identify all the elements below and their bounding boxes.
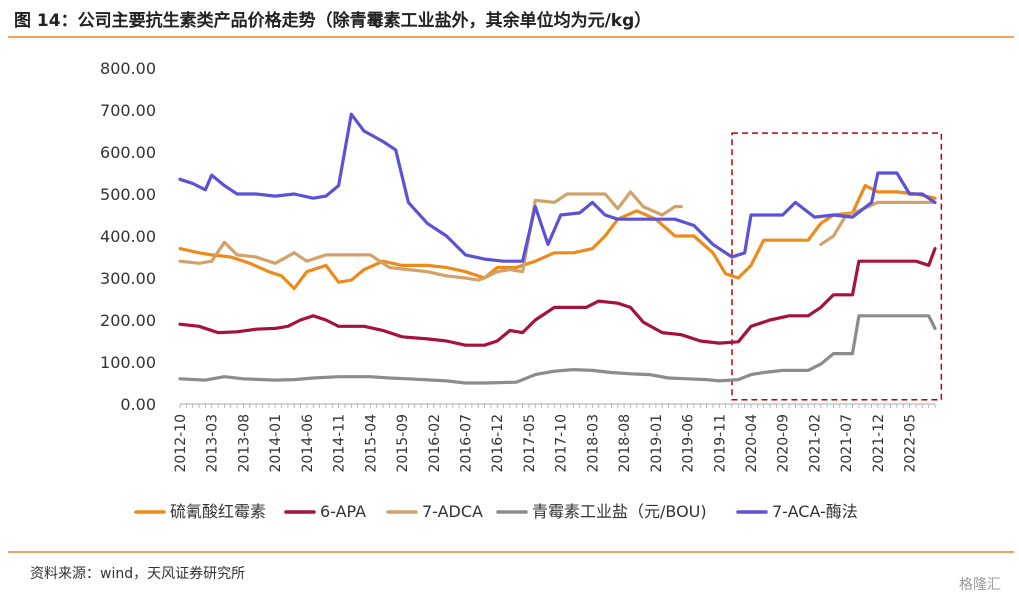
x-tick-label: 2017-05 [522,414,538,473]
y-tick-label: 200.00 [100,311,156,330]
x-tick-label: 2013-08 [236,414,252,473]
x-tick-label: 2012-10 [173,414,189,473]
x-tick-label: 2016-07 [459,414,475,473]
y-tick-label: 0.00 [120,395,156,414]
x-tick-label: 2021-02 [807,414,823,473]
x-tick-label: 2018-08 [617,414,633,473]
y-tick-label: 800.00 [100,59,156,78]
x-tick-label: 2019-01 [649,414,665,473]
x-tick-label: 2021-07 [839,414,855,473]
x-tick-label: 2018-03 [585,414,601,473]
title-divider [8,36,1014,38]
y-tick-label: 100.00 [100,353,156,372]
x-tick-label: 2019-06 [681,414,697,473]
y-tick-label: 300.00 [100,269,156,288]
legend: 硫氰酸红霉素 6-APA 7-ADCA 青霉素工业盐（元/BOU) 7-ACA-酶法 [134,502,858,521]
chart-axes: 0.00 100.00 200.00 300.00 400.00 500.00 600.00… [100,59,936,473]
y-tick-label: 500.00 [100,185,156,204]
x-tick-label: 2014-11 [332,414,348,473]
x-tick-label: 2016-12 [490,414,506,473]
x-tick-label: 2015-04 [363,414,379,473]
x-tick-label: 2022-05 [903,414,919,473]
series-line-1 [178,184,937,291]
y-tick-label: 600.00 [100,143,156,162]
legend-label: 硫氰酸红霉素 [170,502,266,521]
x-tick-label: 2019-11 [712,414,728,473]
highlight-box-group [731,132,943,401]
x-tick-label: 2015-09 [395,414,411,473]
x-tick-label: 2013-03 [205,414,221,473]
x-tick-label: 2021-12 [871,414,887,473]
series-line-2 [178,247,937,347]
x-tick-label: 2020-04 [744,414,760,473]
chart-title: 图 14：公司主要抗生素类产品价格走势（除青霉素工业盐外，其余单位均为元/kg） [14,11,652,31]
y-tick-label: 400.00 [100,227,156,246]
highlight-box [731,132,943,401]
series-lines [178,112,937,385]
y-tick-label: 700.00 [100,101,156,120]
series-line-3 [178,190,937,282]
footer-divider [8,551,1014,553]
legend-label: 青霉素工业盐（元/BOU) [532,502,707,521]
x-tick-label: 2014-01 [268,414,284,473]
series-line-5 [178,112,937,263]
legend-label: 7-ACA-酶法 [772,502,858,521]
series-line-4 [178,314,937,385]
legend-label: 7-ADCA [422,502,483,521]
watermark-logo: 格隆汇 [959,577,1001,593]
x-tick-label: 2014-06 [300,414,316,473]
source-note: 资料来源：wind，天风证券研究所 [30,566,246,582]
x-tick-label: 2020-09 [776,414,792,473]
x-tick-label: 2016-02 [427,414,443,473]
x-tick-label: 2017-10 [554,414,570,473]
legend-label: 6-APA [320,502,366,521]
